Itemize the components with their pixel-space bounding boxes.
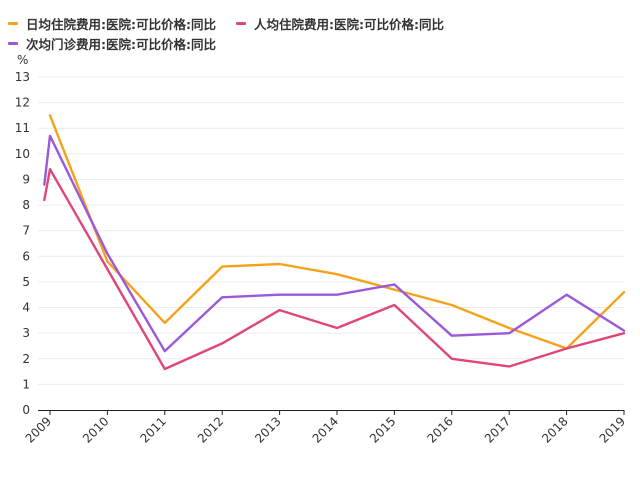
- x-tick-label: 2019: [597, 414, 628, 445]
- y-tick-label: 1: [22, 377, 30, 391]
- x-tick-label: 2014: [310, 414, 341, 445]
- x-tick-label: 2017: [482, 414, 513, 445]
- y-tick-label: 7: [22, 224, 30, 238]
- x-tick-label: 2011: [137, 414, 168, 445]
- legend-swatch-icon: [8, 42, 18, 45]
- legend-item-daily-inpatient-cost[interactable]: 日均住院费用:医院:可比价格:同比: [8, 14, 216, 33]
- legend-swatch-icon: [8, 22, 18, 25]
- y-tick-label: 11: [15, 121, 30, 135]
- legend-item-outpatient-visit-cost[interactable]: 次均门诊费用:医院:可比价格:同比: [8, 34, 216, 53]
- series-lines: [43, 114, 626, 371]
- y-tick-label: 10: [15, 147, 30, 161]
- y-tick-label: 6: [22, 249, 30, 263]
- legend-label: 次均门诊费用:医院:可比价格:同比: [26, 37, 216, 52]
- x-tick-label: 2018: [539, 414, 570, 445]
- gridlines: [38, 76, 624, 385]
- series-line-2: [43, 134, 626, 353]
- y-tick-label: 5: [22, 275, 30, 289]
- y-tick-label: 4: [22, 301, 30, 315]
- legend-swatch-icon: [236, 22, 246, 25]
- series-line-0: [48, 114, 626, 350]
- x-tick-label: 2010: [80, 414, 111, 445]
- y-tick-label: 0: [22, 403, 30, 417]
- y-tick-label: 3: [22, 326, 30, 340]
- x-tick-label: 2013: [252, 414, 283, 445]
- y-tick-label: 13: [15, 70, 30, 84]
- y-axis-unit-label: %: [17, 53, 28, 67]
- axes: [38, 410, 625, 415]
- legend-item-per-capita-inpatient-cost[interactable]: 人均住院费用:医院:可比价格:同比: [236, 14, 444, 33]
- y-tick-label: 12: [15, 96, 30, 110]
- y-tick-label: 8: [22, 198, 30, 212]
- series-line-1: [43, 167, 626, 371]
- legend-label: 人均住院费用:医院:可比价格:同比: [254, 17, 444, 32]
- x-tick-label: 2012: [195, 414, 226, 445]
- y-tick-label: 2: [22, 352, 30, 366]
- x-tick-label: 2009: [23, 414, 54, 445]
- x-tick-label: 2016: [424, 414, 455, 445]
- legend-label: 日均住院费用:医院:可比价格:同比: [26, 17, 216, 32]
- y-tick-label: 9: [22, 172, 30, 186]
- x-tick-label: 2015: [367, 414, 398, 445]
